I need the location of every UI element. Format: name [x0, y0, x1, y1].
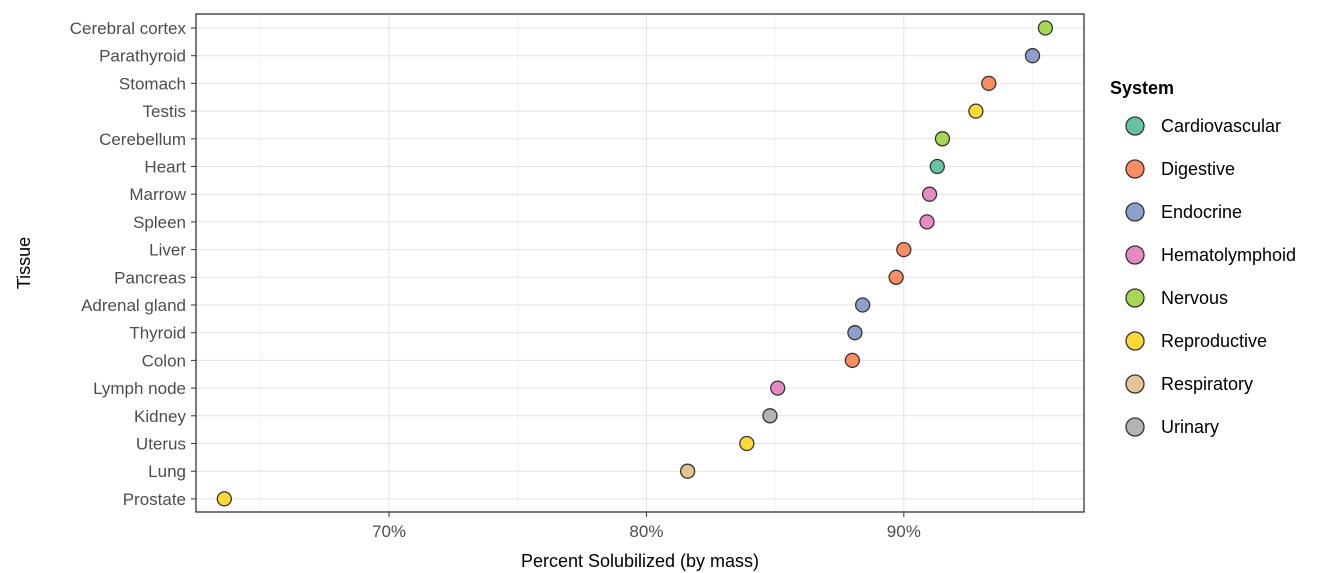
data-point-cerebral-cortex: [1037, 20, 1054, 36]
y-tick-label: Colon: [142, 351, 186, 370]
y-tick-label: Marrow: [129, 185, 186, 204]
legend-key: [1125, 331, 1145, 351]
y-tick-label: Stomach: [119, 74, 186, 93]
legend-label: Hematolymphoid: [1161, 245, 1296, 265]
data-point-adrenal-gland: [854, 297, 871, 313]
data-point-uterus: [739, 435, 755, 452]
y-tick-label: Thyroid: [129, 324, 186, 343]
y-tick-label: Cerebellum: [99, 130, 186, 149]
panel-border: [195, 13, 1085, 513]
y-tick-label: Lymph node: [93, 379, 186, 398]
data-point-parathyroid: [1024, 48, 1041, 64]
x-tick-label: 90%: [887, 522, 921, 541]
legend-key: [1125, 159, 1145, 179]
y-tick-label: Uterus: [136, 435, 186, 454]
y-tick-label: Pancreas: [114, 268, 186, 287]
data-point-pancreas: [888, 269, 904, 285]
data-point-testis: [968, 103, 984, 119]
y-tick-label: Cerebral cortex: [70, 19, 187, 38]
legend-key: [1125, 288, 1145, 308]
legend-label: Urinary: [1161, 417, 1219, 437]
y-tick-label: Testis: [143, 102, 186, 121]
legend-label: Cardiovascular: [1161, 116, 1281, 136]
y-tick-label: Kidney: [134, 407, 186, 426]
y-tick-label: Lung: [148, 462, 186, 481]
y-tick-label: Prostate: [123, 490, 186, 509]
data-point-lung: [679, 463, 696, 479]
y-axis-title: Tissue: [14, 237, 34, 289]
legend: System Cardiovascular Digestive Endocrine H…: [1110, 78, 1296, 437]
data-point-lymph-node: [770, 380, 786, 396]
legend-label: Respiratory: [1161, 374, 1253, 394]
y-tick-label: Parathyroid: [99, 47, 186, 66]
legend-title: System: [1110, 78, 1174, 98]
legend-label: Nervous: [1161, 288, 1228, 308]
x-axis-title: Percent Solubilized (by mass): [521, 551, 759, 571]
y-tick-label: Adrenal gland: [81, 296, 186, 315]
data-point-thyroid: [847, 325, 863, 341]
x-tick-label: 70%: [372, 522, 406, 541]
legend-key: [1125, 245, 1145, 265]
data-point-stomach: [981, 75, 997, 92]
data-point-spleen: [919, 214, 935, 230]
data-points: [216, 20, 1054, 507]
legend-key: [1125, 417, 1145, 437]
data-point-heart: [929, 158, 945, 175]
data-point-prostate: [216, 491, 232, 507]
legend-label: Endocrine: [1161, 202, 1242, 222]
x-tick-labels: 70% 80% 90%: [372, 512, 921, 541]
x-tick-label: 80%: [629, 522, 663, 541]
legend-key: [1125, 116, 1145, 136]
grid: [196, 14, 1084, 512]
data-point-liver: [896, 241, 912, 258]
y-tick-label: Heart: [144, 158, 186, 177]
data-point-marrow: [921, 186, 938, 202]
data-point-kidney: [762, 408, 778, 424]
data-point-cerebellum: [934, 131, 951, 147]
data-point-colon: [844, 352, 860, 369]
legend-label: Reproductive: [1161, 331, 1267, 351]
y-tick-labels: Cerebral cortex Parathyroid Stomach Testis C…: [70, 19, 196, 509]
legend-key: [1125, 374, 1145, 394]
y-tick-label: Liver: [149, 241, 186, 260]
y-tick-label: Spleen: [133, 213, 186, 232]
legend-key: [1125, 202, 1145, 222]
legend-label: Digestive: [1161, 159, 1235, 179]
